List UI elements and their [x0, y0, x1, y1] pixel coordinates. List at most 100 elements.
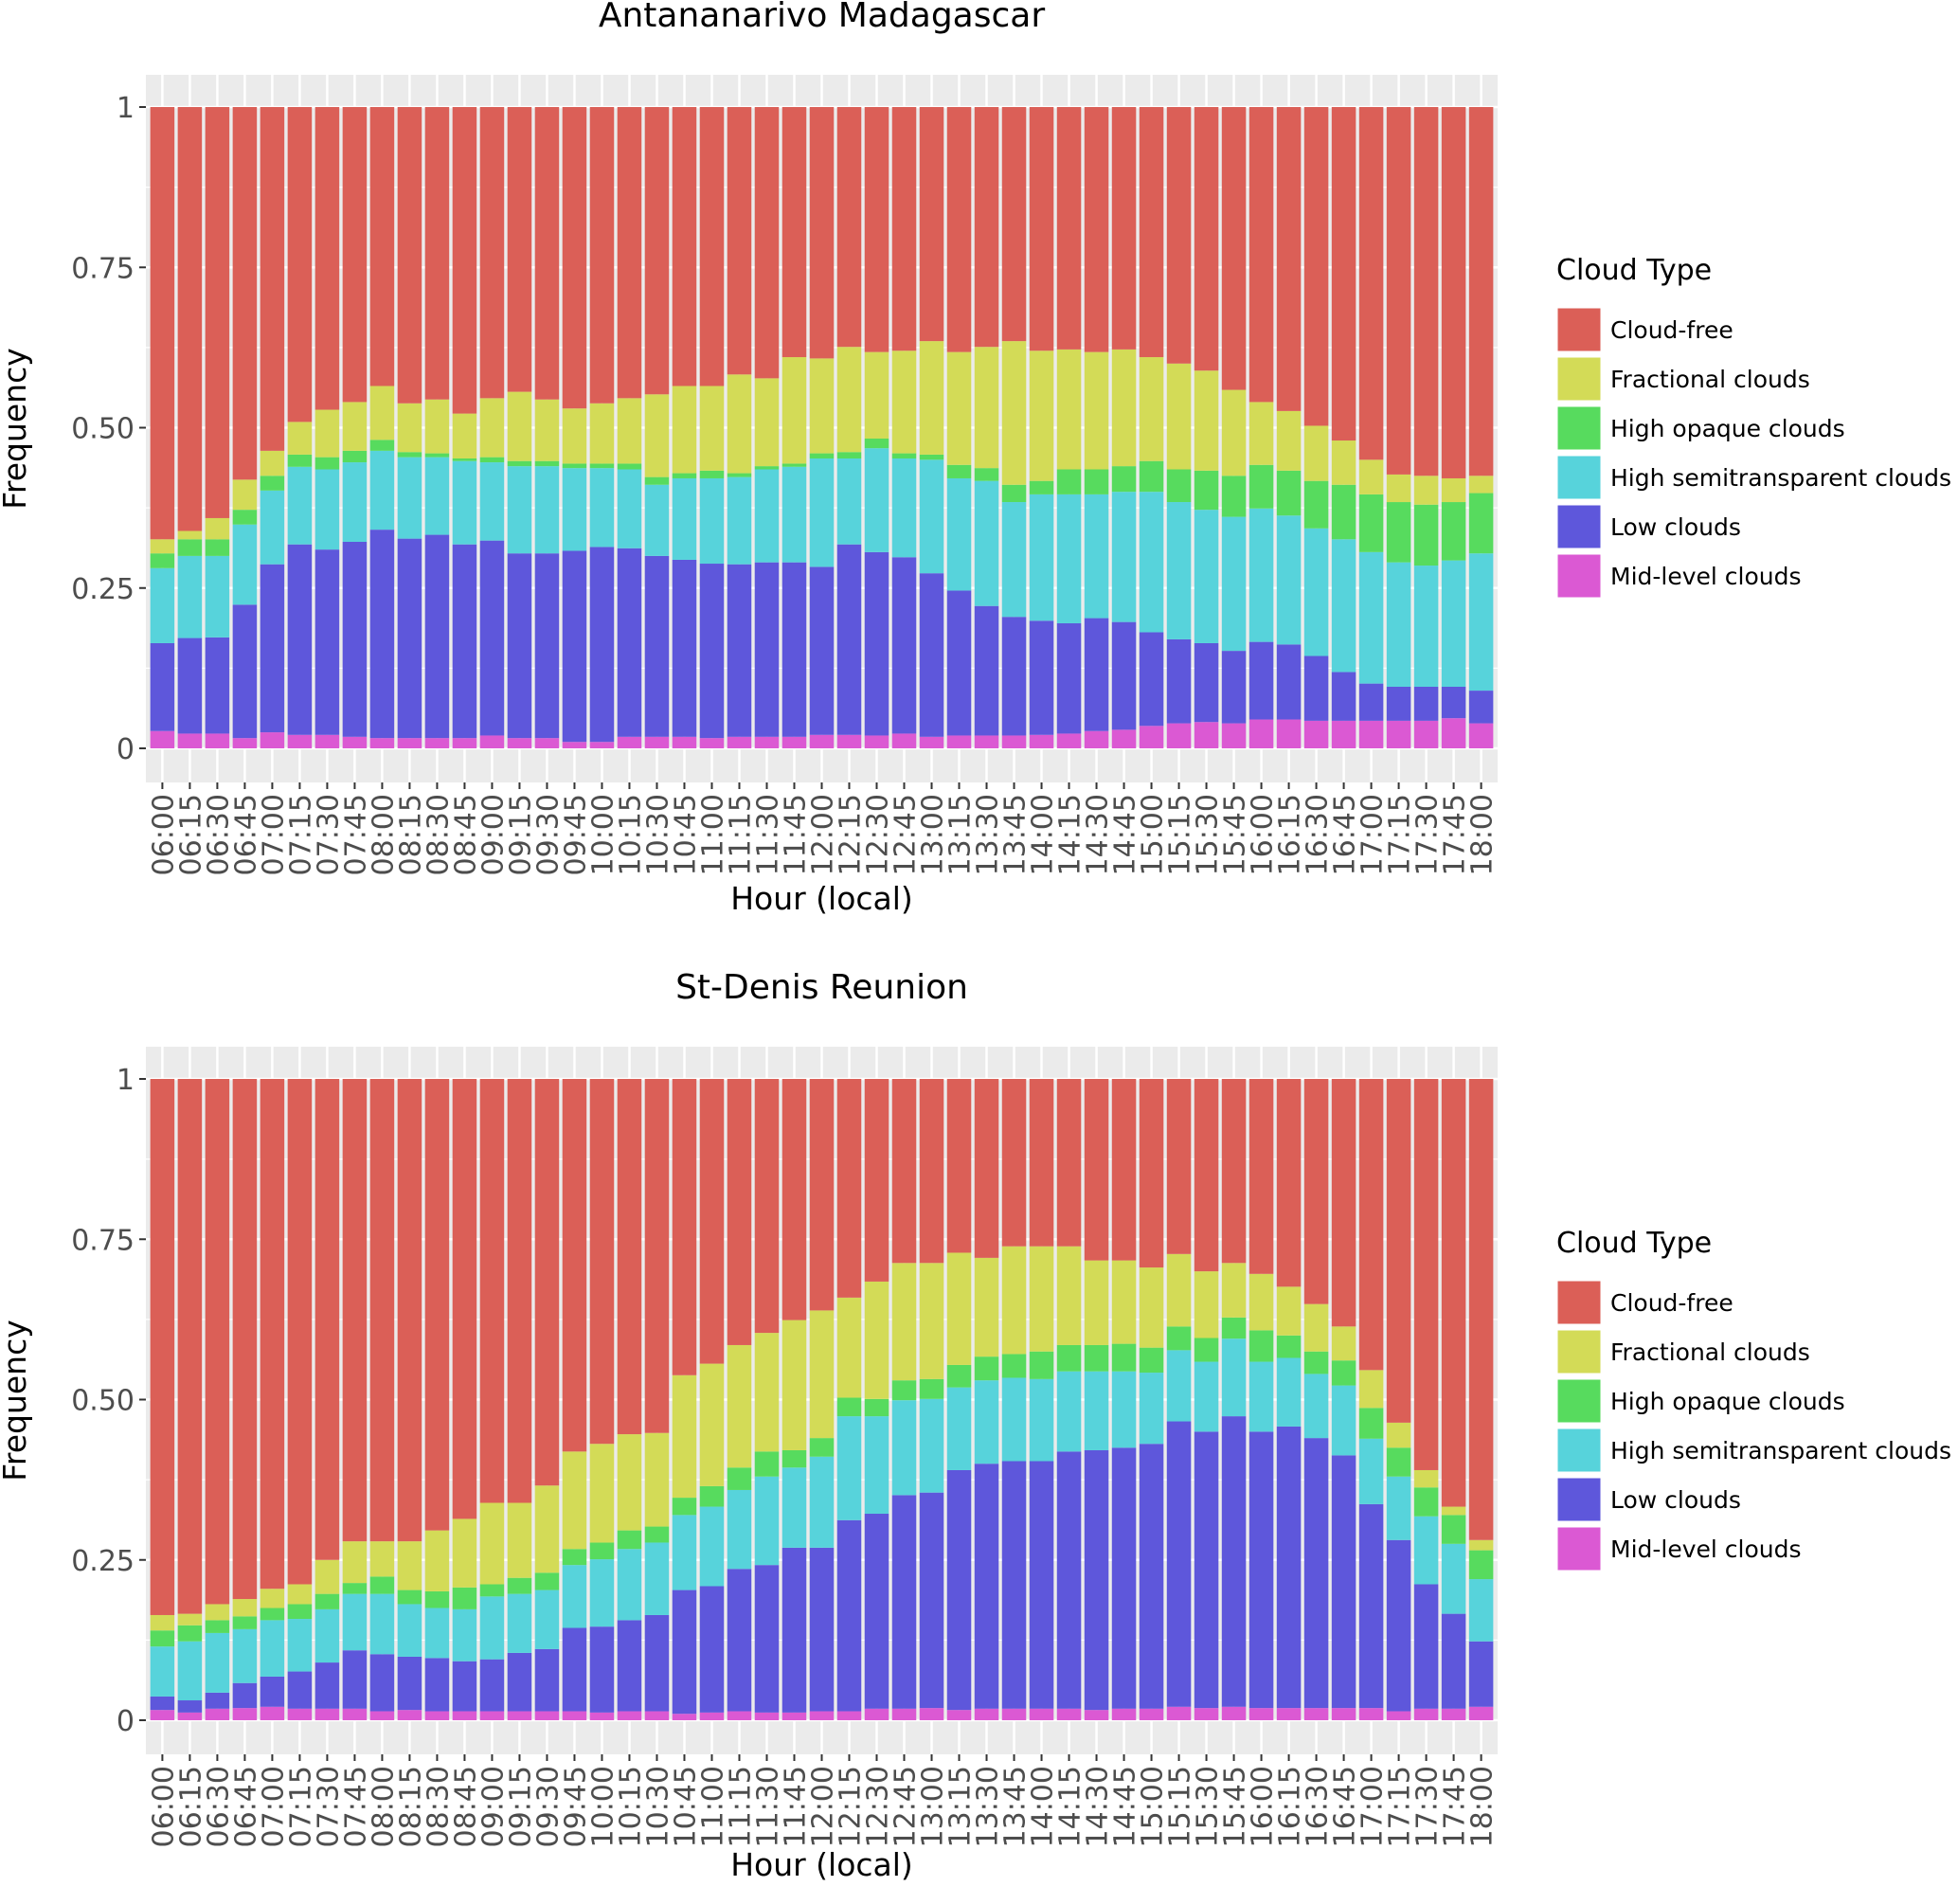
bar-segment-cloud-free	[809, 1079, 835, 1311]
bar-segment-fractional-clouds	[1084, 351, 1109, 470]
bar-segment-mid-level-clouds	[644, 1711, 670, 1720]
bar-segment-high-semitransparent-clouds	[644, 1542, 670, 1615]
bar-segment-mid-level-clouds	[589, 1712, 615, 1720]
bar-segment-cloud-free	[1194, 107, 1219, 371]
bar-segment-low-clouds	[397, 538, 422, 739]
bar-segment-high-opaque-clouds	[534, 1572, 560, 1590]
x-tick-label: 10:30	[641, 1766, 674, 1847]
x-tick-label: 12:30	[862, 794, 895, 875]
x-tick-label: 13:15	[944, 1766, 978, 1847]
bar-segment-mid-level-clouds	[946, 735, 972, 748]
bar-segment-high-opaque-clouds	[946, 1364, 972, 1388]
bar-segment-low-clouds	[1166, 1421, 1192, 1707]
x-tick-label: 13:30	[972, 794, 1005, 875]
chart-title: St-Denis Reunion	[675, 968, 968, 1007]
bar-segment-mid-level-clouds	[781, 736, 807, 748]
bar-segment-fractional-clouds	[1111, 349, 1137, 467]
bar-segment-high-semitransparent-clouds	[369, 450, 395, 530]
bar-segment-fractional-clouds	[864, 351, 889, 440]
bar-segment-cloud-free	[369, 1079, 395, 1542]
bar-segment-cloud-free	[644, 1079, 670, 1433]
bar-segment-cloud-free	[1276, 1079, 1302, 1287]
x-tick-label: 10:15	[614, 794, 647, 875]
bar-segment-high-semitransparent-clouds	[1084, 1371, 1109, 1450]
x-tick-label: 16:15	[1274, 794, 1307, 875]
legend-item-label: Fractional clouds	[1610, 1338, 1810, 1366]
bar-segment-cloud-free	[177, 107, 203, 531]
bar-segment-high-semitransparent-clouds	[1331, 539, 1356, 673]
legend-swatch	[1556, 553, 1602, 599]
x-tick-label: 06:15	[174, 794, 207, 875]
bar-segment-cloud-free	[177, 1079, 203, 1614]
chart-st-denis: 00.250.500.75106:0006:1506:3006:4507:000…	[0, 968, 1951, 1883]
bar-segment-mid-level-clouds	[1441, 1708, 1466, 1720]
bar-segment-low-clouds	[424, 1658, 450, 1712]
bar-segment-high-opaque-clouds	[562, 1549, 587, 1566]
x-tick-label: 08:30	[422, 794, 455, 875]
bar-segment-mid-level-clouds	[864, 1708, 889, 1720]
bar-segment-mid-level-clouds	[1166, 1706, 1192, 1720]
x-tick-label: 14:00	[1027, 1766, 1060, 1847]
bar-segment-high-semitransparent-clouds	[1111, 492, 1137, 622]
bar-segment-mid-level-clouds	[1413, 1708, 1439, 1720]
bar-segment-mid-level-clouds	[1194, 722, 1219, 748]
bar-segment-cloud-free	[1221, 107, 1247, 390]
bar-segment-fractional-clouds	[562, 1451, 587, 1550]
bar-segment-fractional-clouds	[287, 422, 313, 455]
x-tick-label: 13:30	[972, 1766, 1005, 1847]
bar-segment-cloud-free	[1331, 107, 1356, 441]
x-tick-label: 14:30	[1082, 1766, 1115, 1847]
bar-segment-cloud-free	[1441, 1079, 1466, 1507]
bar-segment-cloud-free	[1029, 107, 1054, 351]
bar-segment-high-opaque-clouds	[727, 1467, 752, 1490]
bar-segment-cloud-free	[397, 1079, 422, 1542]
bar-segment-cloud-free	[946, 1079, 972, 1253]
bar-segment-high-opaque-clouds	[1056, 1344, 1082, 1372]
bar-segment-fractional-clouds	[974, 347, 999, 469]
bar-segment-low-clouds	[1358, 683, 1384, 721]
bar-segment-mid-level-clouds	[1166, 723, 1192, 748]
bar-segment-low-clouds	[562, 550, 587, 743]
bar-segment-fractional-clouds	[891, 350, 917, 454]
x-tick-label: 14:30	[1082, 794, 1115, 875]
bar-segment-cloud-free	[1276, 107, 1302, 411]
x-tick-label: 08:00	[367, 794, 400, 875]
bar-segment-fractional-clouds	[644, 1432, 670, 1527]
bar-segment-high-opaque-clouds	[1221, 476, 1247, 517]
bar-segment-fractional-clouds	[1331, 1326, 1356, 1361]
bar-segment-high-semitransparent-clouds	[781, 1467, 807, 1548]
bar-segment-fractional-clouds	[1441, 477, 1466, 503]
bar-segment-high-opaque-clouds	[150, 553, 175, 568]
bar-segment-high-opaque-clouds	[205, 539, 230, 556]
bar-segment-high-opaque-clouds	[342, 1583, 368, 1594]
x-tick-label: 17:30	[1411, 1766, 1445, 1847]
x-tick-label: 12:15	[835, 1766, 868, 1847]
bar-segment-fractional-clouds	[177, 1613, 203, 1626]
bar-segment-high-opaque-clouds	[1303, 1351, 1329, 1374]
bar-segment-high-opaque-clouds	[974, 468, 999, 481]
bar-segment-mid-level-clouds	[479, 1711, 505, 1720]
bar-segment-high-semitransparent-clouds	[1386, 562, 1411, 688]
bar-segment-low-clouds	[1194, 1431, 1219, 1709]
bar-segment-cloud-free	[1303, 107, 1329, 426]
legend-swatch	[1556, 307, 1602, 352]
bar-segment-cloud-free	[836, 1079, 862, 1298]
bar-segment-mid-level-clouds	[232, 738, 258, 748]
bar-segment-fractional-clouds	[672, 1374, 697, 1499]
bar-segment-mid-level-clouds	[1358, 720, 1384, 748]
bar-segment-high-semitransparent-clouds	[1166, 502, 1192, 639]
bar-segment-low-clouds	[617, 548, 642, 737]
bar-segment-high-opaque-clouds	[1386, 502, 1411, 563]
bar-segment-high-semitransparent-clouds	[809, 458, 835, 567]
bar-segment-cloud-free	[589, 1079, 615, 1445]
bar-segment-high-opaque-clouds	[617, 1530, 642, 1550]
bar-segment-mid-level-clouds	[287, 734, 313, 748]
bar-segment-mid-level-clouds	[314, 734, 340, 748]
bar-segment-mid-level-clouds	[891, 1708, 917, 1720]
bar-segment-fractional-clouds	[864, 1281, 889, 1399]
bar-segment-high-opaque-clouds	[1194, 1338, 1219, 1362]
bar-segment-high-semitransparent-clouds	[342, 462, 368, 543]
bar-segment-low-clouds	[1194, 642, 1219, 723]
x-tick-label: 06:30	[202, 794, 235, 875]
bar-segment-mid-level-clouds	[864, 735, 889, 748]
